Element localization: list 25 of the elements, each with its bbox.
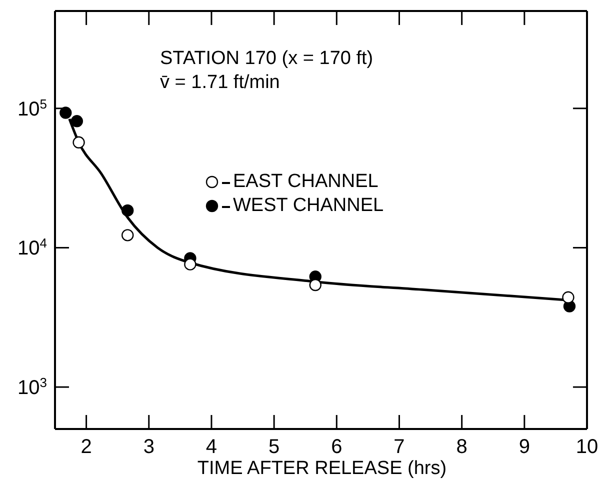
x-tick-label: 10 xyxy=(576,436,598,458)
point xyxy=(122,229,134,242)
x-tick-label: 7 xyxy=(394,436,405,458)
annotation: v̄ = 1.71 ft/min xyxy=(160,72,280,94)
legend-label: EAST CHANNEL xyxy=(222,171,378,193)
x-axis-title: TIME AFTER RELEASE (hrs) xyxy=(196,458,448,480)
point xyxy=(562,291,574,304)
y-tick-label: 10$^{4}$ xyxy=(18,235,47,260)
x-tick-label: 5 xyxy=(268,436,280,458)
x-tick-label: 6 xyxy=(331,436,342,458)
x-tick-label: 2 xyxy=(80,436,92,458)
x-tick-label: 9 xyxy=(518,436,530,458)
y-tick-label: 10$^{5}$ xyxy=(18,96,47,120)
legend-label: WEST CHANNEL xyxy=(222,195,384,217)
x-tick-label: 8 xyxy=(456,436,468,458)
point xyxy=(72,136,85,149)
annotation: STATION 170 (x = 170 ft) xyxy=(160,48,374,70)
x-tick-label: 3 xyxy=(143,436,154,458)
point xyxy=(309,278,322,292)
point xyxy=(60,106,72,119)
point xyxy=(70,115,84,128)
point xyxy=(122,204,134,217)
x-tick-label: 4 xyxy=(206,436,218,458)
point xyxy=(184,258,196,270)
y-tick-label: 10$^{3}$ xyxy=(18,374,47,400)
